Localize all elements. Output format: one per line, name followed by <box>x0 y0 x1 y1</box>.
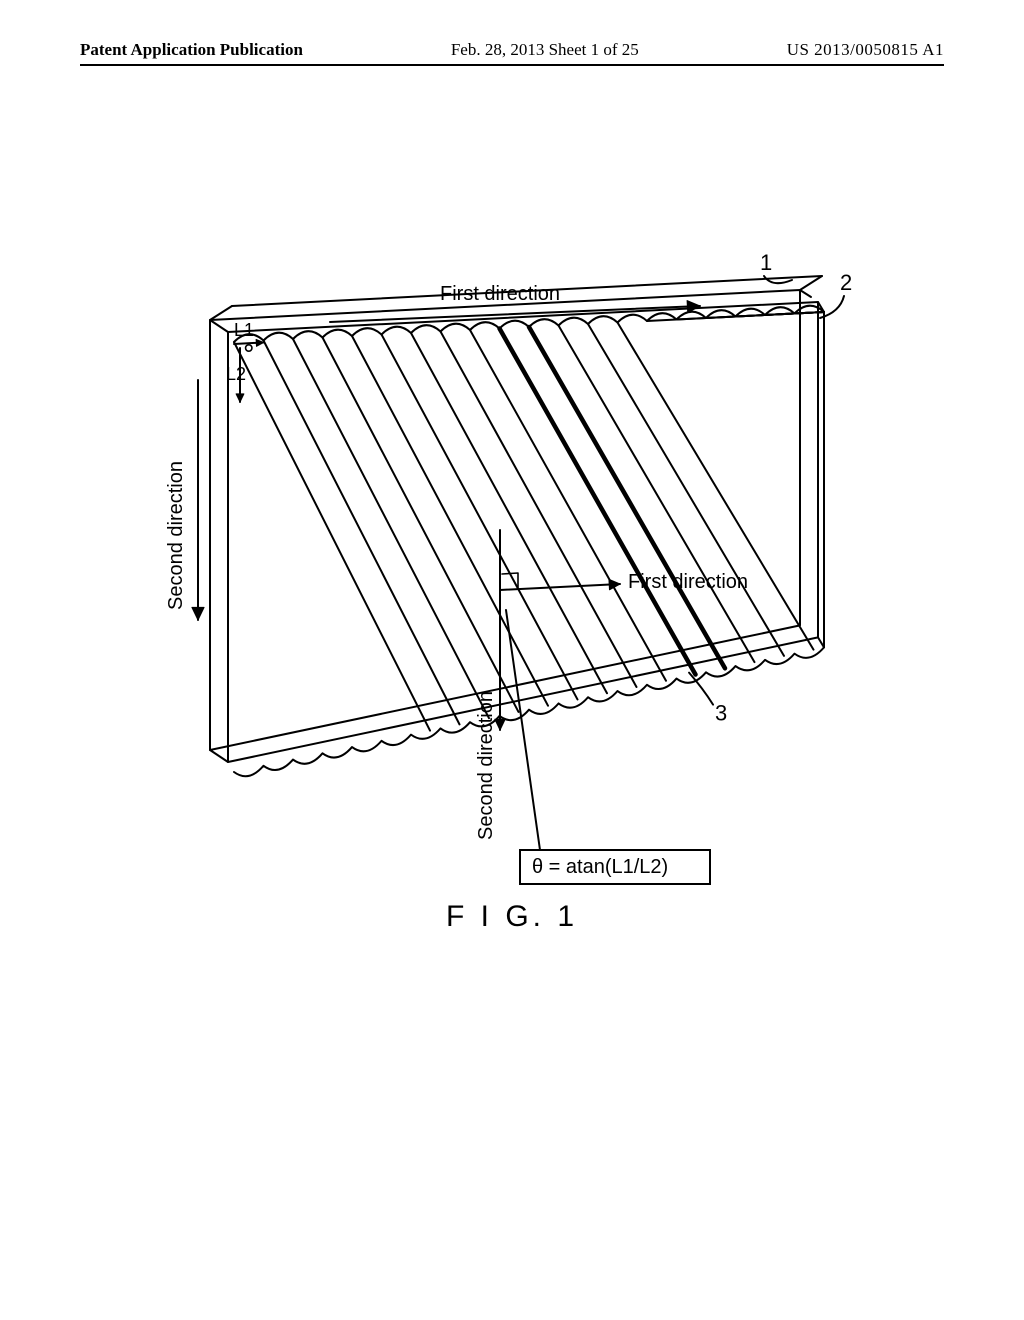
ref-3: 3 <box>715 701 727 726</box>
label-L2: L2 <box>226 364 246 384</box>
figure-1: First direction Second direction L1 L2 First… <box>140 260 880 900</box>
label-L1: L1 <box>234 320 254 340</box>
label-first-direction-top: First direction <box>440 283 560 305</box>
ref-2: 2 <box>840 270 852 295</box>
label-second-direction-left: Second direction <box>165 461 187 610</box>
page-header: Patent Application Publication Feb. 28, … <box>80 40 944 66</box>
formula-theta: θ = atan(L1/L2) <box>532 856 668 878</box>
header-left: Patent Application Publication <box>80 40 303 60</box>
figure-svg: First direction Second direction L1 L2 First… <box>140 260 880 900</box>
ref-1: 1 <box>760 250 772 275</box>
label-second-direction-mid: Second direction <box>475 691 497 840</box>
label-first-direction-mid: First direction <box>628 571 748 593</box>
header-mid: Feb. 28, 2013 Sheet 1 of 25 <box>451 40 639 60</box>
header-right: US 2013/0050815 A1 <box>787 40 944 60</box>
figure-caption: F I G. 1 <box>0 900 1024 934</box>
